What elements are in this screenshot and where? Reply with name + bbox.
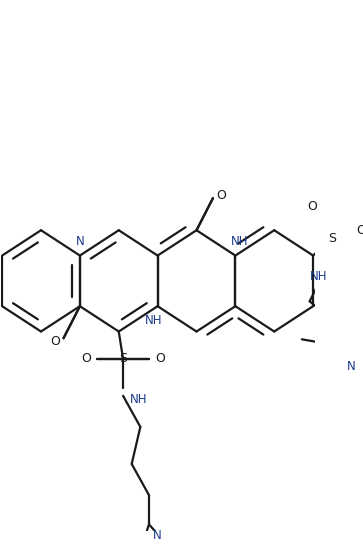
Text: N: N <box>76 235 84 248</box>
Text: O: O <box>217 189 227 202</box>
Text: O: O <box>356 224 363 237</box>
Text: O: O <box>50 335 60 348</box>
Text: NH: NH <box>310 270 327 283</box>
Text: N: N <box>347 360 355 373</box>
Text: S: S <box>328 232 336 245</box>
Text: NH: NH <box>130 393 147 406</box>
Text: O: O <box>81 353 91 365</box>
Text: N: N <box>153 529 162 542</box>
Text: NH: NH <box>231 235 248 248</box>
Text: O: O <box>155 353 165 365</box>
Text: O: O <box>307 200 317 213</box>
Text: S: S <box>119 353 127 365</box>
Text: NH: NH <box>144 314 162 327</box>
